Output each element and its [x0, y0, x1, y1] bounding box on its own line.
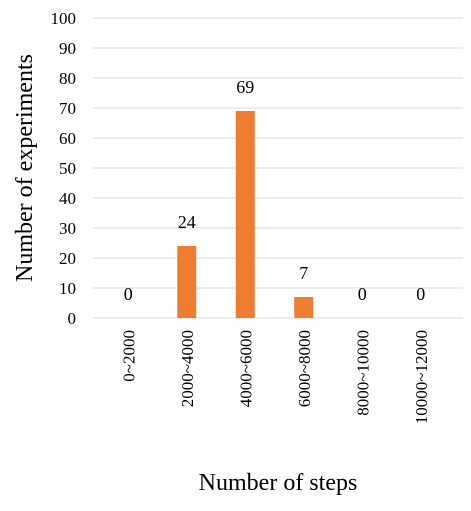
- bar: [177, 246, 197, 318]
- y-axis-title: Number of experiments: [12, 54, 38, 282]
- y-axis-ticks: 0 10 20 30 40 50 60 70 80 90 100: [51, 9, 77, 328]
- y-tick-label: 0: [68, 309, 77, 328]
- x-category-label: 10000~12000: [412, 330, 431, 424]
- x-category-label: 6000~8000: [295, 330, 314, 407]
- bar: [294, 297, 314, 318]
- y-tick-label: 80: [59, 69, 76, 88]
- y-tick-label: 40: [59, 189, 76, 208]
- y-tick-label: 10: [59, 279, 76, 298]
- data-label: 24: [178, 212, 196, 232]
- y-tick-label: 30: [59, 219, 76, 238]
- x-category-label: 2000~4000: [178, 330, 197, 407]
- x-category-label: 8000~10000: [353, 330, 372, 416]
- data-label: 0: [124, 284, 133, 304]
- y-tick-label: 60: [59, 129, 76, 148]
- data-label: 0: [416, 284, 425, 304]
- y-tick-label: 100: [51, 9, 77, 28]
- data-label: 7: [299, 263, 308, 283]
- x-axis-categories: 0~2000 2000~4000 4000~6000 6000~8000 8000~10…: [119, 330, 431, 424]
- x-category-label: 0~2000: [119, 330, 138, 382]
- bars: [177, 111, 314, 318]
- y-tick-label: 20: [59, 249, 76, 268]
- y-tick-label: 70: [59, 99, 76, 118]
- bar: [235, 111, 255, 318]
- data-label: 0: [358, 284, 367, 304]
- gridlines: [93, 17, 463, 319]
- y-tick-label: 90: [59, 39, 76, 58]
- data-label: 69: [236, 77, 254, 97]
- x-axis-title: Number of steps: [199, 470, 358, 496]
- y-tick-label: 50: [59, 159, 76, 178]
- data-labels: 0 24 69 7 0 0: [124, 77, 426, 304]
- x-category-label: 4000~6000: [236, 330, 255, 407]
